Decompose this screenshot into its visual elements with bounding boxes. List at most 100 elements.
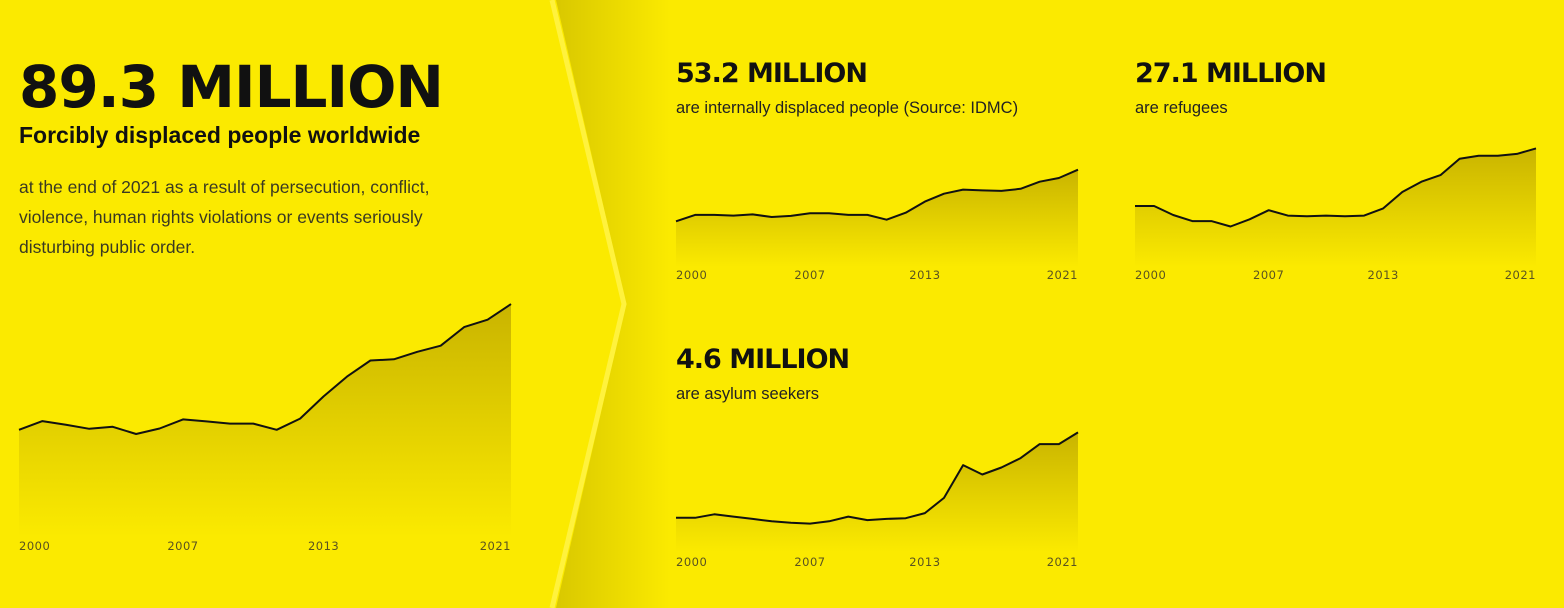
chart-area-total: [19, 304, 511, 537]
x-tick-label: 2007: [794, 555, 825, 569]
data-point-2013: [923, 511, 927, 515]
data-point-2009: [228, 422, 232, 426]
data-point-2010: [1324, 214, 1328, 218]
data-point-2006: [789, 214, 793, 218]
x-tick-label: 2013: [909, 268, 940, 282]
data-point-2013: [923, 200, 927, 204]
main-figure: 89.3 MILLION: [19, 53, 444, 121]
x-tick-label: 2021: [1047, 555, 1078, 569]
data-point-2015: [1419, 180, 1423, 184]
chart-area-idp: [676, 169, 1078, 267]
data-point-2017: [999, 189, 1003, 193]
data-point-2008: [827, 211, 831, 215]
x-tick-label: 2007: [1253, 268, 1284, 282]
data-point-2003: [731, 515, 735, 519]
data-point-2007: [808, 211, 812, 215]
data-point-2020: [486, 318, 490, 322]
data-point-2009: [1305, 214, 1309, 218]
data-point-2019: [1496, 154, 1500, 158]
data-point-2021: [1076, 168, 1080, 172]
data-point-2008: [827, 519, 831, 523]
x-tick-label: 2013: [909, 555, 940, 569]
x-tick-label: 2000: [676, 555, 707, 569]
data-point-2012: [904, 516, 908, 520]
data-point-2012: [904, 211, 908, 215]
data-point-2019: [1038, 442, 1042, 446]
chart-line-idp: [675, 168, 1079, 223]
idp-label: are internally displaced people (Source:…: [676, 99, 1019, 117]
data-point-2017: [415, 350, 419, 354]
data-point-2020: [1057, 442, 1061, 446]
chart-area-refugees: [1135, 148, 1536, 267]
displaced-total-chart: 2000 2007 2013 2021: [18, 303, 512, 553]
data-point-2006: [789, 521, 793, 525]
data-point-2014: [942, 192, 946, 196]
data-point-2011: [885, 517, 889, 521]
data-point-2004: [751, 517, 755, 521]
data-point-2014: [345, 375, 349, 379]
data-point-2001: [693, 213, 697, 217]
data-point-2008: [1286, 214, 1290, 218]
data-point-2002: [1171, 213, 1175, 217]
idp-stat-block: 53.2 MILLION are internally displaced pe…: [676, 58, 1018, 120]
data-point-2002: [64, 423, 68, 427]
data-point-2005: [134, 432, 138, 436]
x-tick-label: 2013: [308, 539, 339, 553]
data-point-2020: [1057, 176, 1061, 180]
x-tick-label: 2000: [1135, 268, 1166, 282]
data-point-2020: [1515, 152, 1519, 156]
data-point-2000: [1133, 204, 1137, 208]
idp-chart: 2000 2007 2013 2021: [675, 168, 1080, 282]
data-point-2018: [1019, 456, 1023, 460]
asylum-label: are asylum seekers: [676, 385, 820, 403]
data-point-2012: [1362, 214, 1366, 218]
chart-line-refugees: [1135, 147, 1537, 228]
data-point-2002: [712, 213, 716, 217]
idp-figure: 53.2 MILLION: [676, 58, 868, 89]
data-point-2009: [846, 213, 850, 217]
data-point-2014: [942, 496, 946, 500]
data-point-2007: [808, 522, 812, 526]
data-point-2021: [1076, 430, 1080, 434]
main-stat-block: 89.3 MILLION Forcibly displaced people w…: [19, 56, 499, 262]
data-point-2015: [961, 463, 965, 467]
asylum-figure: 4.6 MILLION: [676, 344, 850, 375]
data-point-2016: [980, 473, 984, 477]
data-point-2009: [846, 515, 850, 519]
data-point-2015: [368, 359, 372, 363]
data-point-2000: [674, 516, 678, 520]
data-point-2013: [1381, 206, 1385, 210]
chevron-shadow: [556, 0, 670, 608]
refugees-chart: 2000 2007 2013 2021: [1133, 146, 1538, 282]
refugees-figure: 27.1 MILLION: [1135, 58, 1327, 89]
data-point-2004: [111, 425, 115, 429]
data-point-2001: [693, 516, 697, 520]
refugees-label: are refugees: [1135, 99, 1228, 117]
x-tick-label: 2007: [167, 539, 198, 553]
data-point-2010: [251, 422, 255, 426]
data-point-2008: [204, 419, 208, 423]
asylum-chart: 2000 2007 2013 2021: [674, 430, 1080, 569]
data-point-2016: [392, 357, 396, 361]
data-point-2005: [770, 519, 774, 523]
data-point-2010: [865, 213, 869, 217]
x-tick-label: 2021: [1505, 268, 1536, 282]
data-point-2001: [1152, 204, 1156, 208]
data-point-2014: [1400, 190, 1404, 194]
data-point-2016: [980, 188, 984, 192]
chevron-divider: [549, 0, 627, 608]
x-tick-label: 2000: [19, 539, 50, 553]
data-point-2006: [1248, 217, 1252, 221]
x-tick-label: 2013: [1368, 268, 1399, 282]
data-point-2001: [40, 419, 44, 423]
data-point-2018: [1477, 154, 1481, 158]
asylum-stat-block: 4.6 MILLION are asylum seekers: [676, 344, 850, 406]
data-point-2019: [1038, 180, 1042, 184]
data-point-2007: [1267, 208, 1271, 212]
x-tick-label: 2021: [1047, 268, 1078, 282]
data-point-2021: [1534, 146, 1538, 150]
data-point-2018: [439, 344, 443, 348]
x-tick-label: 2021: [480, 539, 511, 553]
data-point-2004: [1209, 219, 1213, 223]
